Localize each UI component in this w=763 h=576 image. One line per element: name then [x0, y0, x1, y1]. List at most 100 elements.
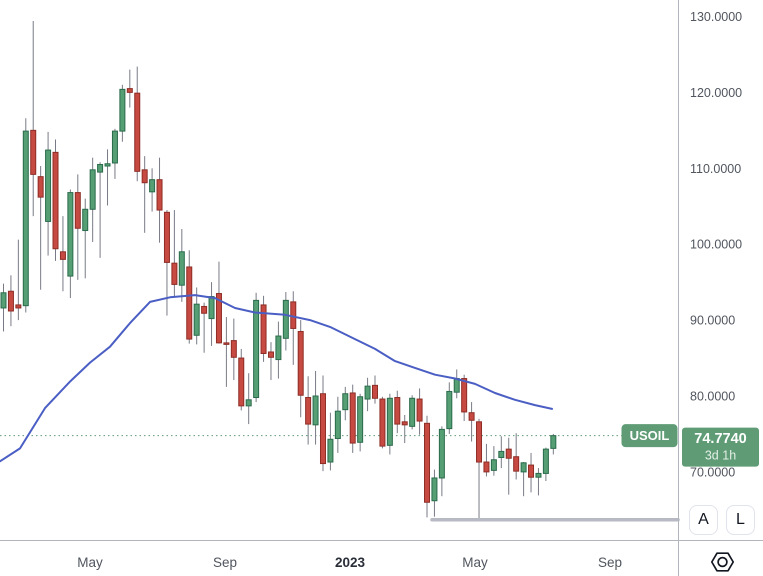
candle-body-up	[0, 292, 7, 309]
candles-series	[0, 21, 557, 521]
moving-average-line[interactable]	[0, 294, 553, 463]
candle-body-down	[461, 378, 468, 413]
candle-body-down	[297, 330, 304, 396]
candle-body-down	[163, 211, 170, 263]
candle-body-down	[505, 448, 512, 459]
candle-body-up	[334, 410, 341, 440]
candle-countdown: 3d 1h	[705, 449, 736, 463]
price-axis-panel[interactable]	[678, 0, 763, 540]
symbol-flag	[621, 424, 678, 448]
candle-body-down	[513, 456, 520, 472]
candle-body-down	[476, 421, 483, 463]
candle-body-up	[97, 164, 104, 173]
candle-body-up	[104, 163, 111, 167]
candle-body-up	[89, 169, 96, 210]
candle-body-up	[22, 130, 29, 307]
candle-body-up	[193, 303, 200, 336]
time-tick-label: May	[77, 555, 103, 570]
candle-body-up	[364, 385, 371, 400]
candle-body-up	[446, 390, 453, 430]
candle-body-up	[67, 192, 74, 277]
candle-body-down	[141, 169, 148, 184]
candle-body-up	[542, 448, 549, 474]
candle-body-down	[468, 412, 475, 421]
time-axis-panel[interactable]	[0, 540, 678, 576]
candle-body-down	[201, 305, 208, 314]
candle-body-down	[59, 251, 66, 260]
candle-body-down	[372, 384, 378, 399]
candle-body-down	[267, 351, 274, 358]
candle-body-up	[275, 335, 282, 361]
candle-body-down	[156, 179, 163, 211]
hexagon-outline	[710, 552, 735, 572]
candle-body-down	[424, 422, 431, 503]
time-tick-label: 2023	[335, 555, 366, 570]
candle-body-up	[431, 477, 438, 502]
candle-body-down	[134, 92, 141, 172]
candle-body-down	[74, 192, 81, 229]
candle-body-up	[438, 428, 445, 479]
candle-body-up	[119, 88, 126, 132]
hexagon-inner-circle	[717, 556, 728, 568]
candle-body-down	[30, 129, 37, 175]
candle-body-up	[535, 472, 542, 478]
candle-body-up	[327, 438, 334, 463]
price-tick-label: 70.0000	[690, 465, 735, 479]
price-badge-value: 74.7740	[694, 431, 746, 447]
candle-body-up	[208, 296, 215, 320]
price-tick-label: 110.0000	[690, 162, 741, 176]
candle-body-down	[7, 290, 14, 312]
candle-body-down	[260, 304, 267, 354]
candle-body-up	[453, 378, 460, 393]
candle-body-down	[379, 398, 386, 447]
log-scale-button[interactable]: L	[726, 505, 755, 535]
candle-body-down	[416, 398, 423, 422]
time-tick-label: May	[462, 555, 488, 570]
candle-body-up	[111, 130, 118, 164]
candle-body-down	[394, 397, 401, 425]
symbol-flag-label: USOIL	[630, 428, 670, 443]
candle-body-up	[550, 435, 557, 449]
candle-body-up	[282, 299, 289, 339]
candle-body-down	[52, 151, 59, 250]
candle-body-down	[349, 392, 356, 444]
candle-body-down	[223, 342, 230, 345]
price-tick-label: 90.0000	[690, 314, 735, 328]
price-tick-label: 100.0000	[690, 238, 742, 252]
candle-body-down	[15, 304, 22, 309]
price-tick-label: 120.0000	[690, 86, 742, 100]
candle-body-down	[126, 88, 133, 93]
candle-body-up	[409, 397, 416, 427]
candle-body-down	[37, 176, 44, 198]
price-badge	[682, 427, 759, 467]
candle-body-down	[171, 262, 178, 285]
candle-body-up	[312, 395, 319, 426]
candle-body-down	[305, 397, 312, 425]
auto-scale-button[interactable]: A	[689, 505, 718, 535]
candle-body-down	[230, 340, 237, 358]
candle-body-up	[45, 149, 52, 222]
price-tick-label: 130.0000	[690, 10, 742, 24]
candle-body-up	[149, 179, 156, 193]
candle-body-up	[386, 397, 393, 446]
candle-body-up	[82, 208, 89, 232]
candle-body-up	[490, 459, 497, 471]
candle-body-up	[253, 299, 260, 399]
price-tick-label: 80.0000	[690, 390, 735, 404]
candle-body-down	[528, 464, 535, 478]
candle-body-down	[483, 461, 490, 473]
candle-body-up	[357, 396, 364, 443]
time-tick-label: Sep	[598, 555, 622, 570]
candle-body-down	[401, 421, 408, 426]
candle-body-up	[498, 450, 505, 458]
candle-body-down	[215, 293, 222, 344]
candle-body-down	[238, 357, 245, 407]
time-tick-label: Sep	[213, 555, 237, 570]
candle-body-down	[319, 393, 326, 465]
hexagon-circle-icon[interactable]	[710, 551, 735, 573]
candle-body-up	[178, 251, 185, 286]
candle-body-up	[342, 393, 349, 411]
